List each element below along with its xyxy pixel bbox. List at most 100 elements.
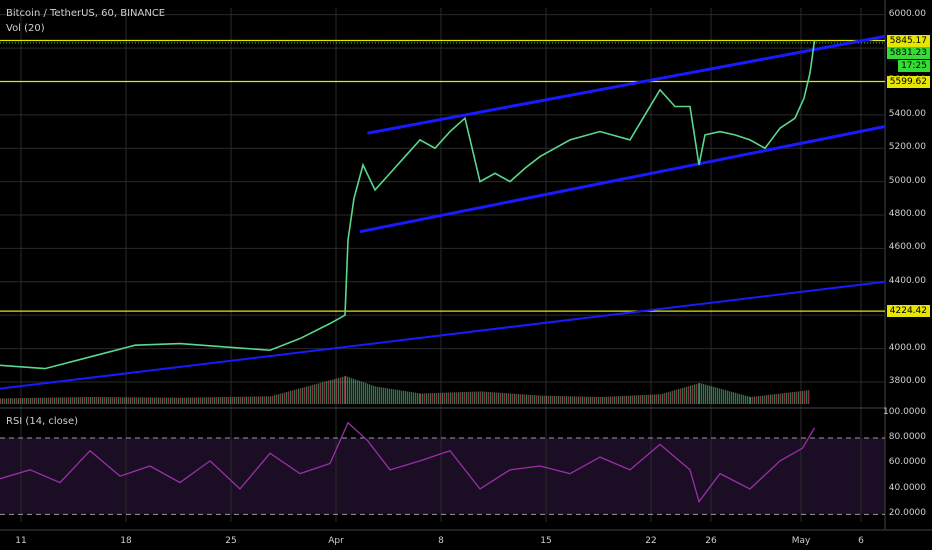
volume-bar — [50, 397, 52, 404]
volume-bar — [739, 393, 741, 404]
volume-bar — [520, 394, 522, 404]
volume-bar — [385, 388, 387, 404]
volume-bar — [308, 386, 310, 404]
volume-bar — [216, 397, 218, 404]
price-tick-label: 4400.00 — [888, 275, 926, 286]
volume-bar — [407, 391, 409, 404]
volume-bar — [34, 397, 36, 404]
volume-bar — [82, 397, 84, 404]
volume-bar — [524, 394, 526, 404]
price-tick-label: 5000.00 — [888, 175, 926, 186]
volume-bar — [460, 392, 462, 404]
volume-bar — [272, 395, 274, 404]
volume-bar — [462, 392, 464, 404]
volume-bar — [438, 392, 440, 404]
volume-bar — [612, 396, 614, 404]
time-tick-label: 15 — [540, 536, 552, 546]
volume-bar — [698, 383, 700, 404]
volume-bar — [284, 392, 286, 404]
price-tick-label: 4800.00 — [888, 209, 926, 219]
volume-bar — [572, 396, 574, 404]
volume-bar — [500, 392, 502, 404]
volume-bar — [592, 396, 594, 404]
volume-bar — [468, 391, 470, 404]
volume-bar — [202, 397, 204, 404]
volume-bar — [262, 396, 264, 404]
volume-bar — [28, 397, 30, 404]
volume-bar — [306, 386, 308, 404]
volume-bar — [548, 395, 550, 404]
volume-bar — [512, 393, 514, 404]
volume-bar — [170, 397, 172, 404]
time-tick-label: 22 — [645, 536, 657, 546]
volume-bar — [148, 397, 150, 404]
volume-bar — [218, 397, 220, 404]
rsi-tick-label: 80.0000 — [888, 432, 926, 442]
volume-bar — [158, 397, 160, 404]
volume-bar — [200, 397, 202, 404]
volume-bar — [570, 396, 572, 404]
volume-bar — [682, 387, 684, 404]
volume-bar — [530, 394, 532, 404]
volume-bar — [574, 396, 576, 404]
volume-bar — [504, 393, 506, 404]
price-tag: 17:25 — [898, 59, 930, 72]
volume-bar — [252, 396, 254, 404]
volume-bar — [514, 393, 516, 404]
rsi-tick-label: 40.0000 — [888, 482, 926, 493]
volume-bar — [338, 377, 340, 404]
volume-bar — [626, 395, 628, 404]
volume-bar — [476, 391, 478, 404]
volume-bar — [741, 394, 743, 404]
volume-bar — [552, 395, 554, 404]
volume-bar — [676, 389, 678, 404]
volume-bar — [260, 396, 262, 404]
volume-bar — [806, 390, 808, 404]
volume-bar — [178, 397, 180, 404]
volume-bar — [800, 391, 802, 404]
volume-bar — [701, 383, 703, 404]
volume-bar — [194, 397, 196, 404]
volume-bar — [318, 383, 320, 404]
volume-bar — [662, 393, 664, 404]
volume-bar — [729, 391, 731, 404]
volume-bar — [434, 393, 436, 404]
volume-bar — [190, 397, 192, 404]
volume-bar — [16, 398, 18, 404]
volume-bar — [608, 396, 610, 404]
volume-bar — [562, 396, 564, 404]
volume-bar — [735, 392, 737, 404]
volume-bar — [280, 393, 282, 404]
volume-bar — [244, 396, 246, 404]
volume-bar — [387, 388, 389, 404]
volume-bar — [464, 391, 466, 404]
volume-bar — [357, 380, 359, 404]
volume-bar — [156, 397, 158, 404]
volume-bar — [568, 396, 570, 404]
volume-bar — [351, 378, 353, 404]
volume-bar — [610, 396, 612, 404]
time-tick-label: 18 — [120, 536, 132, 546]
volume-bar — [808, 390, 810, 404]
volume-bar — [723, 389, 725, 404]
volume-bar — [132, 397, 134, 404]
price-tick-label: 5200.00 — [888, 142, 926, 153]
volume-bar — [648, 394, 650, 404]
volume-bar — [26, 397, 28, 404]
volume-bar — [554, 395, 556, 404]
volume-bar — [436, 392, 438, 404]
volume-bar — [234, 396, 236, 404]
volume-bar — [150, 397, 152, 404]
volume-bar — [10, 398, 12, 404]
volume-bar — [498, 392, 500, 404]
volume-bar — [644, 394, 646, 404]
volume-bar — [344, 376, 346, 404]
volume-bar — [349, 377, 351, 404]
volume-bar — [0, 398, 2, 404]
price-tick-label: 5400.00 — [888, 108, 926, 119]
volume-bar — [650, 394, 652, 404]
volume-bar — [658, 394, 660, 404]
long-trendline — [0, 280, 886, 390]
volume-bar — [90, 397, 92, 404]
